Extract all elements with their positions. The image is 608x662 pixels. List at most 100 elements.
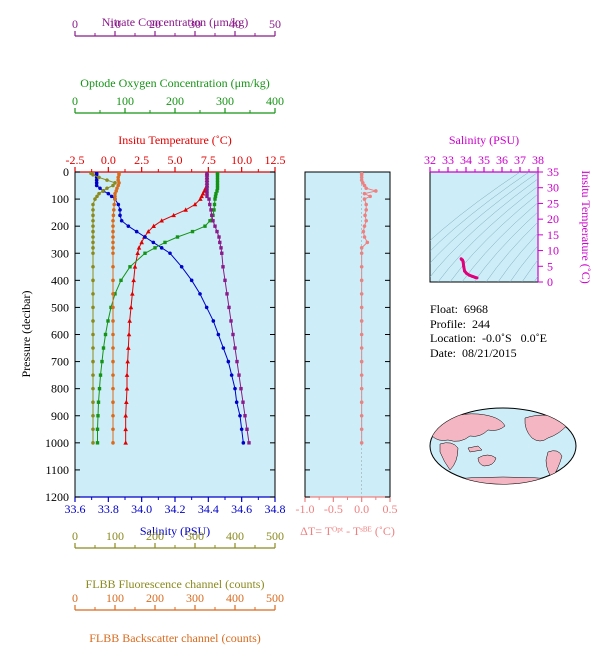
salinity-point <box>143 235 147 239</box>
backscatter-point <box>111 213 116 218</box>
nitrate-point <box>210 213 214 218</box>
temperature-tick-label: -2.5 <box>66 153 85 167</box>
ts-isopycnal <box>461 202 538 282</box>
backscatter-point <box>111 246 115 250</box>
nitrate-point <box>239 386 243 391</box>
backscatter-point <box>111 332 115 337</box>
pressure-tick-label: 400 <box>51 273 69 287</box>
ts-isopycnal <box>430 172 530 252</box>
delta_t-point <box>359 172 364 177</box>
delta_t-tick-label: -1.0 <box>296 502 315 516</box>
ts-temp-tick-label: 35 <box>547 165 559 179</box>
float-info: Float: 6968 Profile: 244 Location: -0.0˚… <box>430 302 547 360</box>
map-indonesia <box>467 445 483 453</box>
delta_t-axis: -1.0 -0.5 0.0 0.5 ΔT= Tᴼᵖᵗ - Tˢᴮᴱ (˚C) <box>296 496 398 538</box>
temperature-point <box>126 332 132 337</box>
temperature-point <box>183 207 188 212</box>
fluorescence-point <box>91 427 95 432</box>
ts_salinity-tick-label: 36 <box>496 153 508 167</box>
backscatter-axis: 0 100 200 300 400 500 FLBB Backscatter channel… <box>72 591 284 645</box>
salinity-point <box>238 413 242 418</box>
oxygen-point <box>215 189 219 193</box>
nitrate-point <box>205 178 209 182</box>
salinity-tick-label: 34.4 <box>198 502 219 516</box>
backscatter-point <box>113 194 117 199</box>
salinity-point <box>118 208 122 212</box>
oxygen-point <box>96 414 100 418</box>
pressure-tick-label: 800 <box>51 382 69 396</box>
fluorescence-point <box>91 278 95 283</box>
backscatter-point <box>116 178 120 182</box>
ts-isopycnal <box>430 172 521 241</box>
oxygen-point <box>215 173 220 177</box>
temperature-point <box>198 196 203 201</box>
backscatter-tick-label: 0 <box>72 591 78 605</box>
fluorescence-point <box>91 208 95 212</box>
ts-temp-tick-label: 30 <box>547 181 559 195</box>
fluorescence-point <box>95 194 99 199</box>
temperature-point <box>124 386 130 391</box>
ts-isopycnal <box>509 245 538 282</box>
oxygen-point <box>214 191 218 196</box>
backscatter-point <box>111 400 115 405</box>
temperature-tick-label: 10.0 <box>231 153 252 167</box>
temperature-point <box>124 399 129 405</box>
salinity-series <box>94 172 246 445</box>
nitrate-point <box>221 265 225 269</box>
pressure-tick-label: 500 <box>51 300 69 314</box>
map-africa <box>439 442 459 471</box>
temperature-tick-label: 2.5 <box>134 153 149 167</box>
ts_salinity-axis: 32 33 34 35 36 37 38 Salinity (PSU) <box>424 133 544 173</box>
fluorescence-point <box>91 292 95 296</box>
oxygen-point <box>212 202 217 207</box>
oxygen-point <box>203 224 207 228</box>
delta_t-point <box>359 332 364 337</box>
nitrate-point <box>237 373 241 377</box>
salinity-point <box>198 292 202 296</box>
salinity-axis: 33.6 33.8 34.0 34.2 34.4 34.6 34.8 Salinity (PS… <box>65 496 286 538</box>
salinity-point <box>109 194 114 199</box>
ts-point <box>462 264 466 268</box>
nitrate-tick-label: 40 <box>229 17 241 31</box>
backscatter-point <box>113 191 117 196</box>
delta_t-point <box>364 218 369 223</box>
salinity-point <box>151 240 156 245</box>
fluorescence-point <box>91 305 95 310</box>
fluorescence-point <box>91 202 95 207</box>
nitrate-point <box>205 183 209 188</box>
pressure-tick-label: 200 <box>51 219 69 233</box>
temperature-point <box>127 318 132 323</box>
delta_t-point <box>359 441 364 445</box>
backscatter-point <box>111 319 115 323</box>
temperature-point <box>139 239 144 245</box>
fluorescence-point <box>97 191 101 196</box>
pressure-axis: 0 100 200 300 400 500 600 700 800 900 1000 1100 1200… <box>19 165 390 504</box>
nitrate-point <box>207 197 211 201</box>
salinity-point <box>241 441 246 445</box>
nitrate-axis: 0 10 20 30 40 50 Nitrate Concentration (μm/kg) <box>72 15 281 37</box>
ts-point <box>467 273 471 277</box>
fluorescence-point <box>91 264 95 269</box>
oxygen-point <box>215 181 220 185</box>
temperature-point <box>126 345 131 350</box>
oxygen-tick-label: 200 <box>166 94 184 108</box>
temperature-point <box>128 304 134 310</box>
temperature-point <box>124 372 130 377</box>
nitrate-tick-label: 30 <box>189 17 201 31</box>
salinity-tick-label: 33.6 <box>65 502 86 516</box>
backscatter-point <box>111 278 115 283</box>
ts-isopycnal <box>430 178 538 278</box>
backscatter-tick-label: 300 <box>186 591 204 605</box>
pressure-axis-title: Pressure (decibar) <box>19 291 33 378</box>
oxygen-point <box>113 292 117 296</box>
date: Date: 08/21/2015 <box>430 345 517 360</box>
fluorescence-tick-label: 100 <box>106 529 124 543</box>
nitrate-point <box>209 208 213 212</box>
backscatter-point <box>111 264 115 269</box>
temperature-point <box>146 229 151 234</box>
salinity-point <box>226 359 231 364</box>
temperature-point <box>136 245 142 250</box>
salinity-point <box>116 202 121 207</box>
temperature-tick-label: 12.5 <box>265 153 286 167</box>
ts-temp-axis-title: Insitu Temperature (˚C) <box>579 170 593 284</box>
